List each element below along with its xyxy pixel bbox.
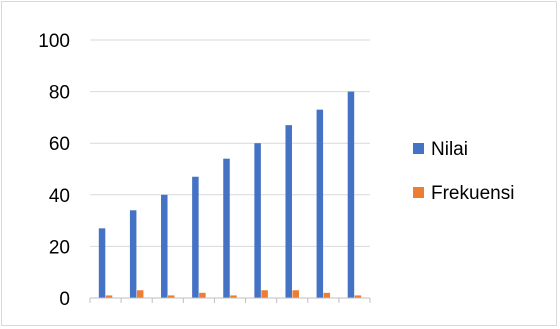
y-tick-label-100: 100	[38, 31, 70, 52]
bar-frekuensi-5	[230, 295, 237, 298]
legend-label-nilai: Nilai	[431, 139, 468, 160]
legend-swatch-nilai	[413, 143, 424, 154]
bar-frekuensi-7	[292, 290, 299, 298]
bar-frekuensi-3	[168, 295, 175, 298]
bar-frekuensi-8	[323, 292, 331, 298]
y-tick-label-20: 20	[49, 237, 70, 258]
y-tick-label-60: 60	[49, 134, 70, 155]
bar-nilai-5	[223, 158, 230, 298]
bar-nilai-8	[316, 109, 324, 298]
x-axis	[89, 297, 371, 303]
bar-nilai-4	[192, 176, 199, 298]
legend: Nilai Frekuensi	[413, 139, 514, 204]
bar-nilai-6	[254, 143, 261, 298]
bar-frekuensi-6	[261, 290, 268, 298]
bars	[98, 91, 362, 298]
bar-frekuensi-2	[136, 290, 144, 298]
legend-swatch-frekuensi	[413, 187, 424, 198]
y-axis-tick-labels: 0 20 40 60 80 100	[38, 31, 70, 310]
bar-nilai-7	[285, 125, 292, 298]
bar-nilai-1	[98, 228, 106, 298]
y-tick-label-0: 0	[59, 289, 70, 310]
bar-frekuensi-1	[105, 295, 113, 298]
bar-nilai-3	[161, 194, 168, 298]
bar-frekuensi-9	[354, 295, 362, 298]
bar-frekuensi-4	[199, 292, 206, 298]
legend-label-frekuensi: Frekuensi	[431, 183, 514, 204]
y-tick-label-80: 80	[49, 83, 70, 104]
bar-nilai-9	[347, 91, 355, 298]
y-tick-label-40: 40	[49, 186, 70, 207]
bar-nilai-2	[129, 210, 137, 298]
